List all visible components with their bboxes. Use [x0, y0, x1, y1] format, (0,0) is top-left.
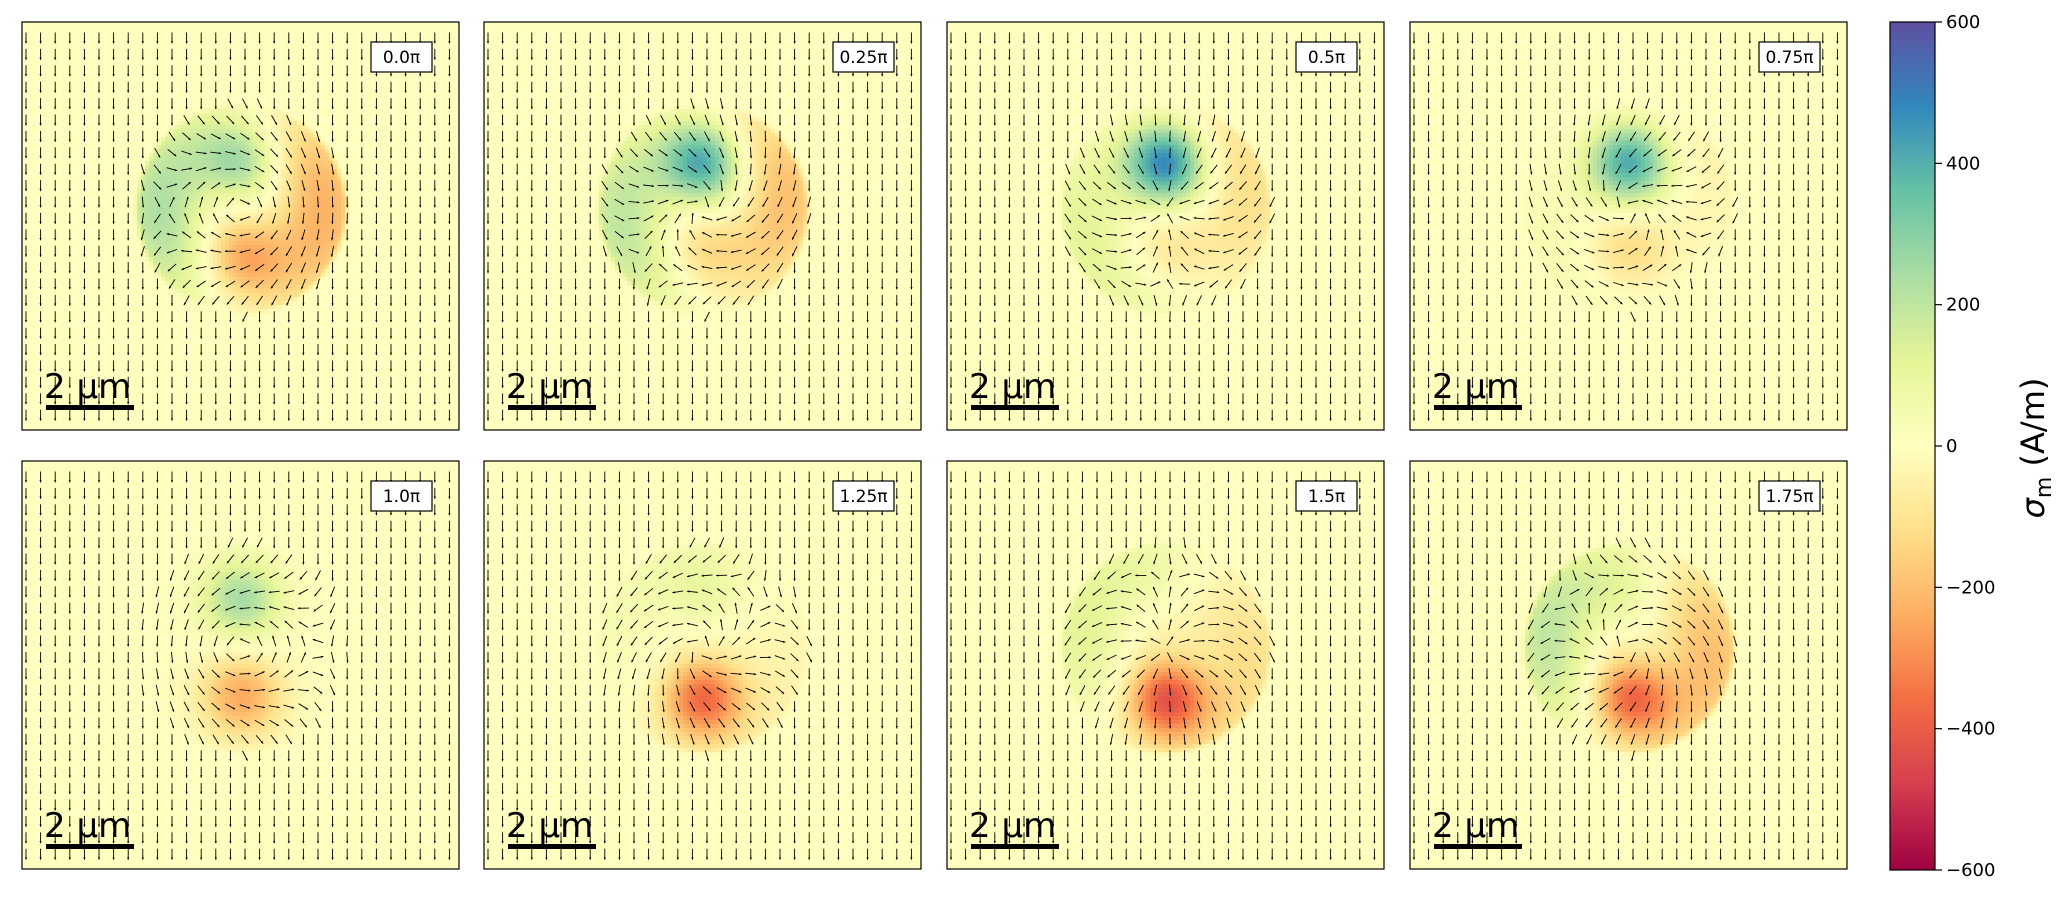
scale-bar-line [46, 844, 134, 849]
scale-bar-label: 2 μm [44, 806, 131, 846]
panels-group: 0.0π 2 μm 0.25π 2 μm 0.5π 2 μm 0.75π 2 μm 1.0π 2 … [21, 21, 1848, 870]
scale-bar-label: 2 μm [969, 367, 1056, 407]
scale-bar: 2 μm [506, 806, 596, 849]
scale-bar: 2 μm [969, 367, 1059, 410]
panel-frame [1409, 460, 1848, 870]
colorbar-tick-label: 200 [1946, 295, 1980, 316]
scale-bar-line [46, 405, 134, 410]
scale-bar-line [508, 844, 596, 849]
panel-frame [946, 21, 1385, 431]
magnetization-arrows [1412, 32, 1839, 421]
scale-bar-label: 2 μm [1432, 806, 1519, 846]
scale-bar-label: 2 μm [506, 367, 593, 407]
panel-frame [483, 21, 922, 431]
heatmap [1521, 101, 1738, 318]
scale-bar-label: 2 μm [969, 806, 1056, 846]
scale-bar-line [1434, 405, 1522, 410]
phase-label-text: 1.5π [1308, 487, 1345, 507]
scale-bar-line [508, 405, 596, 410]
heatmap [595, 540, 812, 757]
scale-bar-line [1434, 844, 1522, 849]
colorbar: 600 400 200 0 −200 −400 −600 σm (A/m) [1889, 12, 2057, 881]
panel-frame [483, 460, 922, 870]
scale-bar: 2 μm [44, 806, 134, 849]
scale-bar: 2 μm [1432, 806, 1522, 849]
phase-label-text: 0.5π [1308, 48, 1345, 68]
panel-5: 1.0π 2 μm [21, 460, 460, 870]
colorbar-tick-label: −400 [1946, 719, 1995, 740]
colorbar-tick-label: 0 [1946, 436, 1957, 457]
panel-6: 1.25π 2 μm [483, 460, 922, 870]
phase-label: 1.75π [1758, 480, 1821, 512]
phase-label: 1.0π [370, 480, 433, 512]
magnetization-arrows [949, 471, 1376, 860]
phase-label: 0.25π [832, 41, 895, 73]
scale-bar-label: 2 μm [1432, 367, 1519, 407]
heatmap [595, 101, 812, 318]
colorbar-label: σm (A/m) [2014, 378, 2057, 519]
scale-bar: 2 μm [969, 806, 1059, 849]
heatmap [133, 101, 350, 318]
scale-bar: 2 μm [506, 367, 596, 410]
panel-frame [21, 460, 460, 870]
phase-label-text: 0.25π [839, 48, 887, 68]
scale-bar: 2 μm [1432, 367, 1522, 410]
heatmap [133, 540, 350, 757]
colorbar-tick-label: 400 [1946, 153, 1980, 174]
panel-frame [946, 460, 1385, 870]
phase-label-text: 0.0π [383, 48, 420, 68]
heatmap [1058, 540, 1275, 757]
panel-2: 0.25π 2 μm [483, 21, 922, 431]
panel-frame [21, 21, 460, 431]
panel-4: 0.75π 2 μm [1409, 21, 1848, 431]
panel-3: 0.5π 2 μm [946, 21, 1385, 431]
heatmap [1521, 540, 1738, 757]
phase-label-text: 1.0π [383, 487, 420, 507]
phase-label: 0.0π [370, 41, 433, 73]
panel-8: 1.75π 2 μm [1409, 460, 1848, 870]
phase-label: 1.5π [1295, 480, 1358, 512]
colorbar-tick-label: 600 [1946, 12, 1980, 33]
panel-frame [1409, 21, 1848, 431]
scale-bar-line [971, 405, 1059, 410]
colorbar-gradient [1889, 21, 1936, 871]
colorbar-tick-label: −200 [1946, 577, 1995, 598]
magnetization-arrows [949, 32, 1376, 421]
phase-label-text: 0.75π [1765, 48, 1813, 68]
scale-bar-line [971, 844, 1059, 849]
panel-1: 0.0π 2 μm [21, 21, 460, 431]
magnetization-arrows [24, 32, 451, 421]
colorbar-tick-label: −600 [1946, 860, 1995, 881]
magnetization-arrows [1412, 471, 1839, 860]
phase-label: 0.75π [1758, 41, 1821, 73]
magnetization-arrows [486, 471, 913, 860]
scale-bar-label: 2 μm [506, 806, 593, 846]
magnetization-arrows [24, 471, 451, 860]
magnetization-arrows [486, 32, 913, 421]
scale-bar-label: 2 μm [44, 367, 131, 407]
phase-label: 1.25π [832, 480, 895, 512]
phase-label-text: 1.75π [1765, 487, 1813, 507]
heatmap [1058, 101, 1275, 318]
panel-7: 1.5π 2 μm [946, 460, 1385, 870]
phase-label-text: 1.25π [839, 487, 887, 507]
scale-bar: 2 μm [44, 367, 134, 410]
phase-label: 0.5π [1295, 41, 1358, 73]
